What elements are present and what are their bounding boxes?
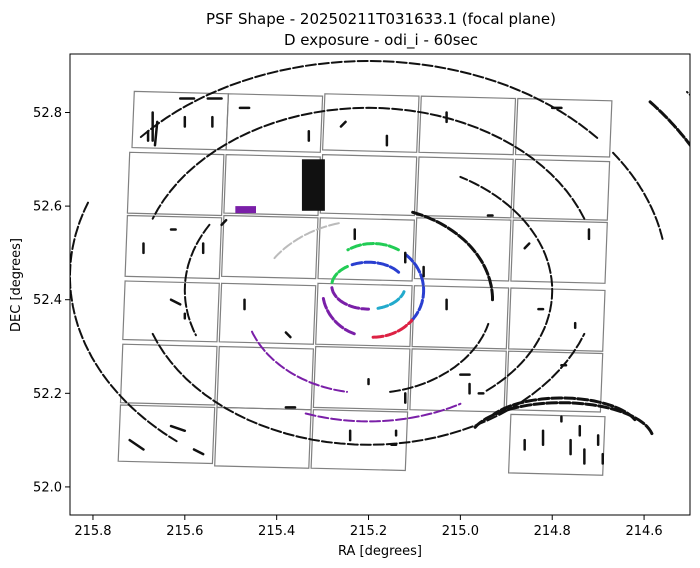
ccd-tile-5 bbox=[126, 151, 225, 217]
ccd-tiles bbox=[117, 90, 613, 476]
ccd-tile-27 bbox=[310, 409, 409, 472]
psf-arc-17 bbox=[70, 201, 178, 443]
psf-stick-19 bbox=[523, 242, 531, 250]
x-tick-label-3: 215.2 bbox=[350, 524, 387, 539]
x-tick-label-6: 214.6 bbox=[625, 524, 662, 539]
psf-arc-24 bbox=[273, 222, 340, 260]
psf-arc-2 bbox=[330, 286, 370, 311]
ccd-tile-11 bbox=[220, 214, 319, 280]
psf-arc-10 bbox=[389, 322, 490, 393]
y-tick-label-4: 52.8 bbox=[33, 106, 62, 121]
psf-arc-8 bbox=[409, 210, 494, 302]
psf-blocks bbox=[235, 159, 325, 214]
y-tick-label-3: 52.6 bbox=[33, 200, 62, 215]
ccd-tile-8 bbox=[416, 156, 514, 219]
ccd-tile-16 bbox=[218, 282, 317, 345]
ccd-tile-2 bbox=[321, 93, 420, 153]
ccd-tile-25 bbox=[117, 404, 216, 465]
ccd-tile-19 bbox=[507, 287, 606, 352]
chart-title-line-2: D exposure - odi_i - 60sec bbox=[284, 31, 478, 50]
psf-arc-5 bbox=[346, 241, 400, 252]
ccd-tile-24 bbox=[505, 350, 604, 413]
x-axis-ticks: 215.8 215.6 215.4 215.2 215.0 214.8 214.6 bbox=[74, 515, 663, 539]
ccd-tile-18 bbox=[411, 285, 510, 350]
psf-arc-11 bbox=[459, 175, 554, 392]
x-tick-label-1: 215.6 bbox=[166, 524, 203, 539]
psf-arc-12 bbox=[183, 223, 211, 337]
psf-arc-26 bbox=[492, 396, 637, 422]
y-tick-label-0: 52.0 bbox=[33, 480, 62, 495]
psf-sticks bbox=[128, 97, 604, 465]
psf-block-1 bbox=[235, 206, 256, 214]
psf-arc-13 bbox=[304, 402, 462, 423]
psf-stick-44 bbox=[128, 438, 145, 451]
psf-arc-1 bbox=[330, 265, 349, 286]
psf-arc-9 bbox=[251, 330, 348, 393]
ccd-tile-28 bbox=[507, 413, 606, 476]
psf-arc-6 bbox=[321, 297, 358, 336]
ccd-tile-26 bbox=[214, 406, 312, 469]
psf-stick-1 bbox=[153, 120, 159, 147]
x-tick-label-5: 214.8 bbox=[534, 524, 571, 539]
ccd-tile-23 bbox=[409, 348, 507, 413]
x-axis-label: RA [degrees] bbox=[338, 544, 422, 559]
ccd-tile-17 bbox=[315, 282, 413, 348]
psf-arc-19 bbox=[648, 100, 690, 148]
psf-stick-47 bbox=[169, 298, 182, 306]
psf-arc-21 bbox=[686, 90, 690, 97]
chart-title-line-1: PSF Shape - 20250211T031633.1 (focal pla… bbox=[206, 10, 556, 28]
plot-frame bbox=[69, 53, 691, 516]
y-axis-ticks: 52.0 52.2 52.4 52.6 52.8 bbox=[33, 106, 70, 495]
x-tick-label-2: 215.4 bbox=[258, 524, 295, 539]
ccd-tile-12 bbox=[317, 217, 416, 282]
psf-arc-16 bbox=[138, 59, 599, 139]
psf-stick-16 bbox=[220, 218, 228, 227]
psf-stick-46 bbox=[192, 448, 205, 456]
psf-arc-18 bbox=[612, 151, 664, 240]
psf-stick-26 bbox=[284, 331, 292, 339]
psf-stick-45 bbox=[169, 424, 187, 433]
psf-arc-4 bbox=[404, 253, 426, 322]
y-tick-label-1: 52.2 bbox=[33, 387, 62, 402]
psf-arc-15 bbox=[151, 332, 586, 446]
plot-area bbox=[70, 59, 690, 476]
ccd-tile-4 bbox=[514, 97, 613, 158]
ccd-tile-13 bbox=[413, 217, 512, 282]
x-tick-label-0: 215.8 bbox=[74, 524, 111, 539]
psf-stick-9 bbox=[339, 120, 347, 128]
ccd-tile-3 bbox=[418, 95, 517, 156]
psf-arc-25 bbox=[473, 401, 654, 436]
ccd-tile-22 bbox=[312, 345, 411, 411]
ccd-tile-9 bbox=[512, 158, 611, 221]
ccd-tile-0 bbox=[131, 90, 230, 151]
ccd-tile-15 bbox=[122, 280, 220, 343]
psf-arc-0 bbox=[348, 260, 401, 274]
ccd-tile-1 bbox=[225, 93, 324, 153]
ccd-tile-7 bbox=[319, 153, 418, 217]
ccd-tile-10 bbox=[124, 214, 223, 280]
psf-arc-14 bbox=[151, 106, 586, 220]
psf-arcs bbox=[70, 59, 690, 446]
ccd-tile-14 bbox=[510, 219, 608, 284]
ccd-tile-20 bbox=[119, 343, 218, 406]
psf-arc-3 bbox=[376, 290, 406, 310]
ccd-tile-6 bbox=[223, 153, 321, 217]
y-tick-label-2: 52.4 bbox=[33, 293, 62, 308]
psf-arc-7 bbox=[371, 318, 414, 339]
x-tick-label-4: 215.0 bbox=[442, 524, 479, 539]
psf-block-0 bbox=[301, 159, 325, 211]
y-axis-label: DEC [degrees] bbox=[9, 238, 24, 332]
